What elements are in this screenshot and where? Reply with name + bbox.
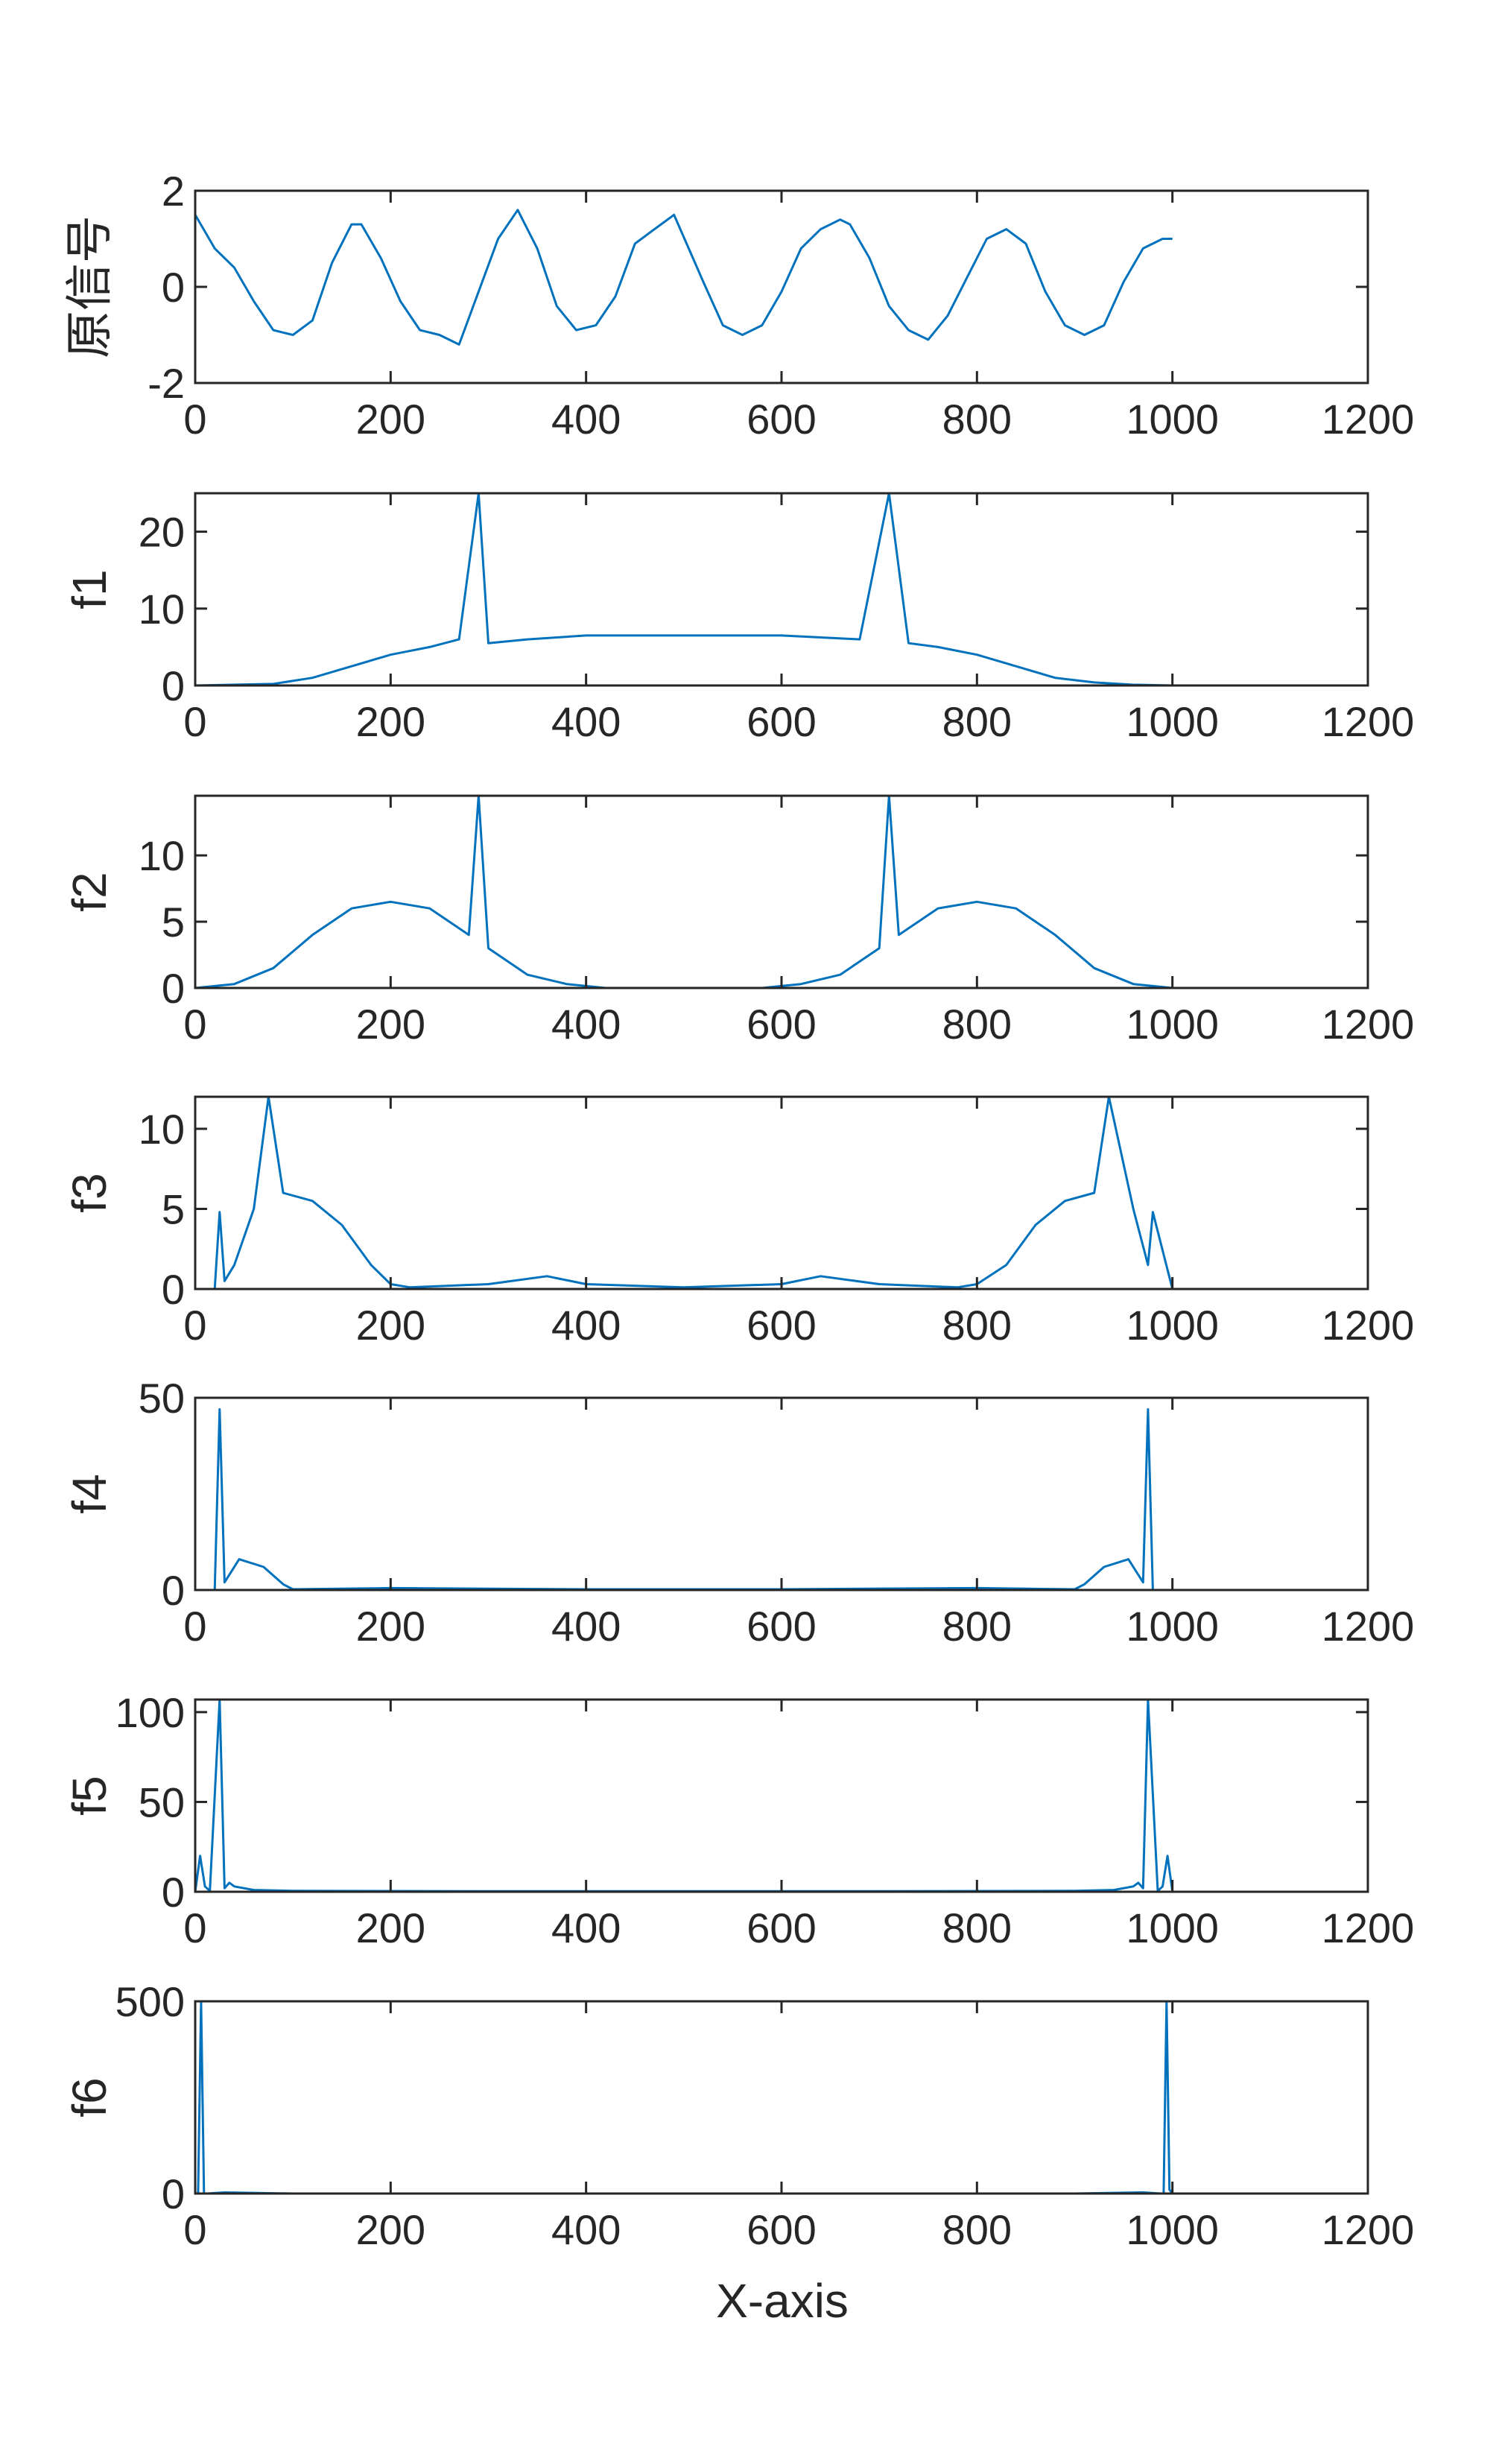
subplot-6: 0 200 400 600 800 1000 1200 0 50 100 f5 bbox=[63, 1689, 1414, 1951]
x-tick-label: 1000 bbox=[1126, 396, 1219, 443]
y-tick-label: 0 bbox=[162, 264, 185, 311]
x-tick-label: 1200 bbox=[1322, 396, 1415, 443]
x-tick-label: 1000 bbox=[1126, 1603, 1219, 1650]
x-tick-label: 600 bbox=[747, 1904, 816, 1951]
x-tick-label: 1000 bbox=[1126, 1001, 1219, 1048]
x-tick-label: 400 bbox=[551, 2206, 621, 2253]
y-tick-label: -2 bbox=[148, 360, 185, 407]
y-tick-label: 0 bbox=[162, 1869, 185, 1916]
x-tick-label: 0 bbox=[183, 1302, 206, 1349]
y-tick-label: 0 bbox=[162, 1266, 185, 1313]
x-tick-label: 400 bbox=[551, 698, 621, 745]
x-tick-label: 600 bbox=[747, 1302, 816, 1349]
y-tick-label: 0 bbox=[162, 965, 185, 1012]
x-tick-label: 0 bbox=[183, 1001, 206, 1048]
x-tick-label: 200 bbox=[356, 2206, 425, 2253]
x-tick-label: 400 bbox=[551, 1904, 621, 1951]
x-tick-label: 0 bbox=[183, 2206, 206, 2253]
y-tick-label: 10 bbox=[139, 586, 185, 633]
x-tick-label: 0 bbox=[183, 1904, 206, 1951]
x-tick-label: 1200 bbox=[1322, 1302, 1415, 1349]
x-tick-label: 1000 bbox=[1126, 1904, 1219, 1951]
x-tick-label: 200 bbox=[356, 1603, 425, 1650]
x-tick-label: 200 bbox=[356, 1001, 425, 1048]
y-tick-label: 20 bbox=[139, 509, 185, 556]
y-tick-label: 50 bbox=[139, 1779, 185, 1825]
subplot-4: 0 200 400 600 800 1000 1200 0 5 10 f3 bbox=[63, 1095, 1415, 1349]
x-axis-label: X-axis bbox=[716, 2274, 849, 2328]
y-tick-label: 100 bbox=[115, 1689, 185, 1736]
data-series-line bbox=[195, 209, 1173, 346]
y-tick-label: 0 bbox=[162, 662, 185, 709]
x-tick-label: 600 bbox=[747, 396, 816, 443]
x-tick-label: 1200 bbox=[1322, 2206, 1415, 2253]
x-tick-label: 800 bbox=[942, 1904, 1012, 1951]
x-tick-label: 1200 bbox=[1322, 1904, 1415, 1951]
x-tick-label: 600 bbox=[747, 2206, 816, 2253]
subplot-2: 0 200 400 600 800 1000 1200 0 10 20 f1 bbox=[63, 492, 1415, 745]
x-tick-label: 800 bbox=[942, 2206, 1012, 2253]
x-tick-label: 0 bbox=[183, 698, 206, 745]
subplot-3: 0 200 400 600 800 1000 1200 0 5 10 f2 bbox=[63, 794, 1415, 1048]
x-tick-label: 800 bbox=[942, 1603, 1012, 1650]
x-tick-label: 200 bbox=[356, 396, 425, 443]
x-tick-label: 800 bbox=[942, 698, 1012, 745]
y-axis-label: f5 bbox=[63, 1776, 116, 1815]
y-tick-label: 50 bbox=[139, 1375, 185, 1422]
x-tick-label: 200 bbox=[356, 1904, 425, 1951]
subplot-7: 0 200 400 600 800 1000 1200 0 500 f6 bbox=[63, 1978, 1414, 2253]
x-tick-label: 600 bbox=[747, 1603, 816, 1650]
x-tick-label: 1000 bbox=[1126, 2206, 1219, 2253]
x-tick-label: 200 bbox=[356, 1302, 425, 1349]
y-tick-label: 5 bbox=[162, 899, 185, 946]
y-tick-label: 2 bbox=[162, 168, 185, 215]
y-axis-label: 原信号 bbox=[63, 215, 116, 358]
subplot-5: 0 200 400 600 800 1000 1200 0 50 f4 bbox=[63, 1375, 1414, 1650]
y-tick-label: 0 bbox=[162, 2170, 185, 2217]
x-tick-label: 800 bbox=[942, 396, 1012, 443]
x-tick-label: 0 bbox=[183, 1603, 206, 1650]
x-tick-label: 400 bbox=[551, 396, 621, 443]
x-tick-label: 0 bbox=[183, 396, 206, 443]
y-axis-label: f1 bbox=[63, 569, 116, 609]
data-series-line bbox=[195, 2001, 1173, 2194]
x-tick-label: 400 bbox=[551, 1001, 621, 1048]
x-tick-label: 400 bbox=[551, 1302, 621, 1349]
y-tick-label: 500 bbox=[115, 1978, 185, 2025]
x-tick-label: 1000 bbox=[1126, 1302, 1219, 1349]
y-tick-label: 10 bbox=[139, 1106, 185, 1153]
x-tick-label: 600 bbox=[747, 1001, 816, 1048]
x-tick-label: 1200 bbox=[1322, 1603, 1415, 1650]
y-axis-label: f2 bbox=[63, 872, 116, 911]
data-series-line bbox=[195, 493, 1173, 685]
x-tick-label: 800 bbox=[942, 1001, 1012, 1048]
x-tick-label: 1000 bbox=[1126, 698, 1219, 745]
x-tick-label: 600 bbox=[747, 698, 816, 745]
y-axis-label: f4 bbox=[63, 1474, 116, 1513]
x-tick-label: 400 bbox=[551, 1603, 621, 1650]
y-tick-label: 5 bbox=[162, 1186, 185, 1233]
x-tick-label: 1200 bbox=[1322, 1001, 1415, 1048]
x-tick-label: 800 bbox=[942, 1302, 1012, 1349]
y-axis-label: f6 bbox=[63, 2077, 116, 2117]
y-axis-label: f3 bbox=[63, 1173, 116, 1212]
x-tick-label: 1200 bbox=[1322, 698, 1415, 745]
data-series-line bbox=[195, 796, 1173, 988]
y-tick-label: 10 bbox=[139, 832, 185, 879]
y-tick-label: 0 bbox=[162, 1567, 185, 1614]
x-tick-label: 200 bbox=[356, 698, 425, 745]
